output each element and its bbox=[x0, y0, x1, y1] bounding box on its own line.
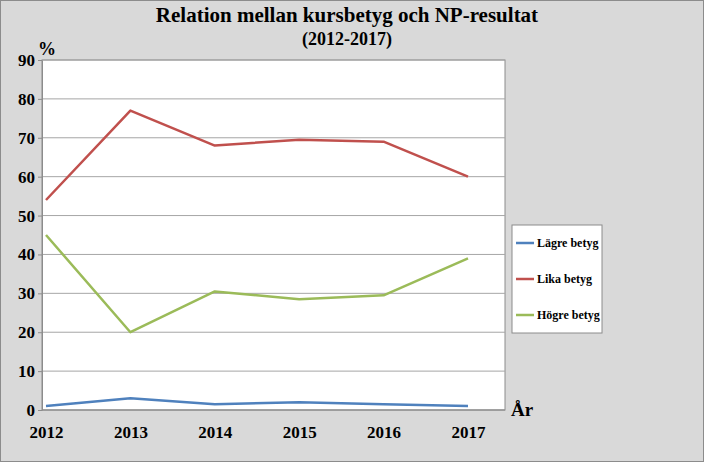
x-tick-label: 2015 bbox=[283, 423, 317, 442]
y-tick-mark bbox=[38, 332, 42, 333]
line bbox=[46, 398, 468, 406]
y-tick-label: 20 bbox=[18, 323, 35, 342]
y-tick-label: 90 bbox=[18, 51, 35, 70]
y-tick-mark bbox=[38, 99, 42, 100]
grid bbox=[42, 60, 505, 410]
y-tick-mark bbox=[38, 410, 42, 411]
y-tick-mark bbox=[38, 293, 42, 294]
y-tick-label: 60 bbox=[18, 168, 35, 187]
grid-line bbox=[42, 371, 505, 372]
grid-line bbox=[42, 137, 505, 138]
grid-line bbox=[42, 332, 505, 333]
y-tick: 20 bbox=[18, 323, 42, 342]
grid-line bbox=[42, 254, 505, 255]
grid-line bbox=[42, 98, 505, 99]
y-tick: 70 bbox=[18, 129, 42, 148]
series-group bbox=[46, 111, 468, 407]
x-tick: 2015 bbox=[283, 410, 317, 442]
y-tick: 30 bbox=[18, 284, 42, 303]
legend-swatch bbox=[516, 314, 534, 317]
y-tick-mark bbox=[38, 138, 42, 139]
y-tick: 10 bbox=[18, 362, 42, 381]
y-tick-label: 10 bbox=[18, 362, 35, 381]
y-tick-label: 0 bbox=[27, 401, 36, 420]
background bbox=[1, 1, 704, 462]
x-tick: 2013 bbox=[114, 410, 148, 442]
y-tick-mark bbox=[38, 177, 42, 178]
legend-swatch bbox=[516, 242, 534, 245]
x-tick: 2016 bbox=[367, 410, 401, 442]
legend-label: Lika betyg bbox=[537, 272, 592, 286]
y-tick-label: 70 bbox=[18, 129, 35, 148]
legend-box bbox=[512, 225, 602, 333]
y-tick-label: 40 bbox=[18, 245, 35, 264]
x-axis-line bbox=[42, 410, 505, 411]
x-tick: 2017 bbox=[452, 410, 487, 442]
y-tick-mark bbox=[38, 254, 42, 255]
y-tick-mark bbox=[38, 371, 42, 372]
y-axis: 0 10 20 30 40 50 60 70 80 90 bbox=[18, 51, 43, 420]
y-tick-mark bbox=[38, 60, 42, 61]
y-tick: 60 bbox=[18, 168, 42, 187]
y-tick-label: 30 bbox=[18, 284, 35, 303]
subtitle: (2012-2017) bbox=[302, 29, 392, 50]
title: Relation mellan kursbetyg och NP-resulta… bbox=[156, 3, 538, 27]
x-axis-title: År bbox=[511, 399, 534, 420]
x-tick-label: 2016 bbox=[367, 423, 401, 442]
x-tick-label: 2013 bbox=[114, 423, 148, 442]
grid-line bbox=[42, 293, 505, 294]
line bbox=[46, 111, 468, 200]
grid-line bbox=[42, 410, 505, 411]
legend: Lägre betyg Lika betyg Högre betyg bbox=[512, 225, 602, 333]
y-tick: 80 bbox=[18, 90, 42, 109]
y-tick: 50 bbox=[18, 206, 42, 225]
grid-line bbox=[42, 215, 505, 216]
x-axis: 2012 2013 2014 2015 2016 2017 bbox=[30, 410, 506, 442]
legend-label: Lägre betyg bbox=[537, 236, 598, 250]
y-axis-line bbox=[42, 61, 43, 411]
y-tick-mark bbox=[38, 216, 42, 217]
y-tick-label: 80 bbox=[18, 90, 35, 109]
legend-swatch bbox=[516, 278, 534, 281]
y-tick: 0 bbox=[27, 401, 43, 420]
x-tick-label: 2012 bbox=[30, 423, 64, 442]
x-tick: 2014 bbox=[198, 410, 233, 442]
legend-label: Högre betyg bbox=[537, 308, 600, 322]
chart: 0102030405060708090201220132014201520162… bbox=[0, 0, 704, 462]
y-tick-label: 50 bbox=[18, 206, 35, 225]
y-axis-title: % bbox=[38, 39, 56, 59]
y-tick: 40 bbox=[18, 245, 42, 264]
plot-area bbox=[42, 60, 505, 410]
x-tick: 2012 bbox=[30, 410, 64, 442]
line bbox=[46, 235, 468, 332]
x-tick-label: 2014 bbox=[198, 423, 233, 442]
x-tick-label: 2017 bbox=[452, 423, 487, 442]
grid-line bbox=[42, 176, 505, 177]
grid-line bbox=[42, 60, 505, 61]
